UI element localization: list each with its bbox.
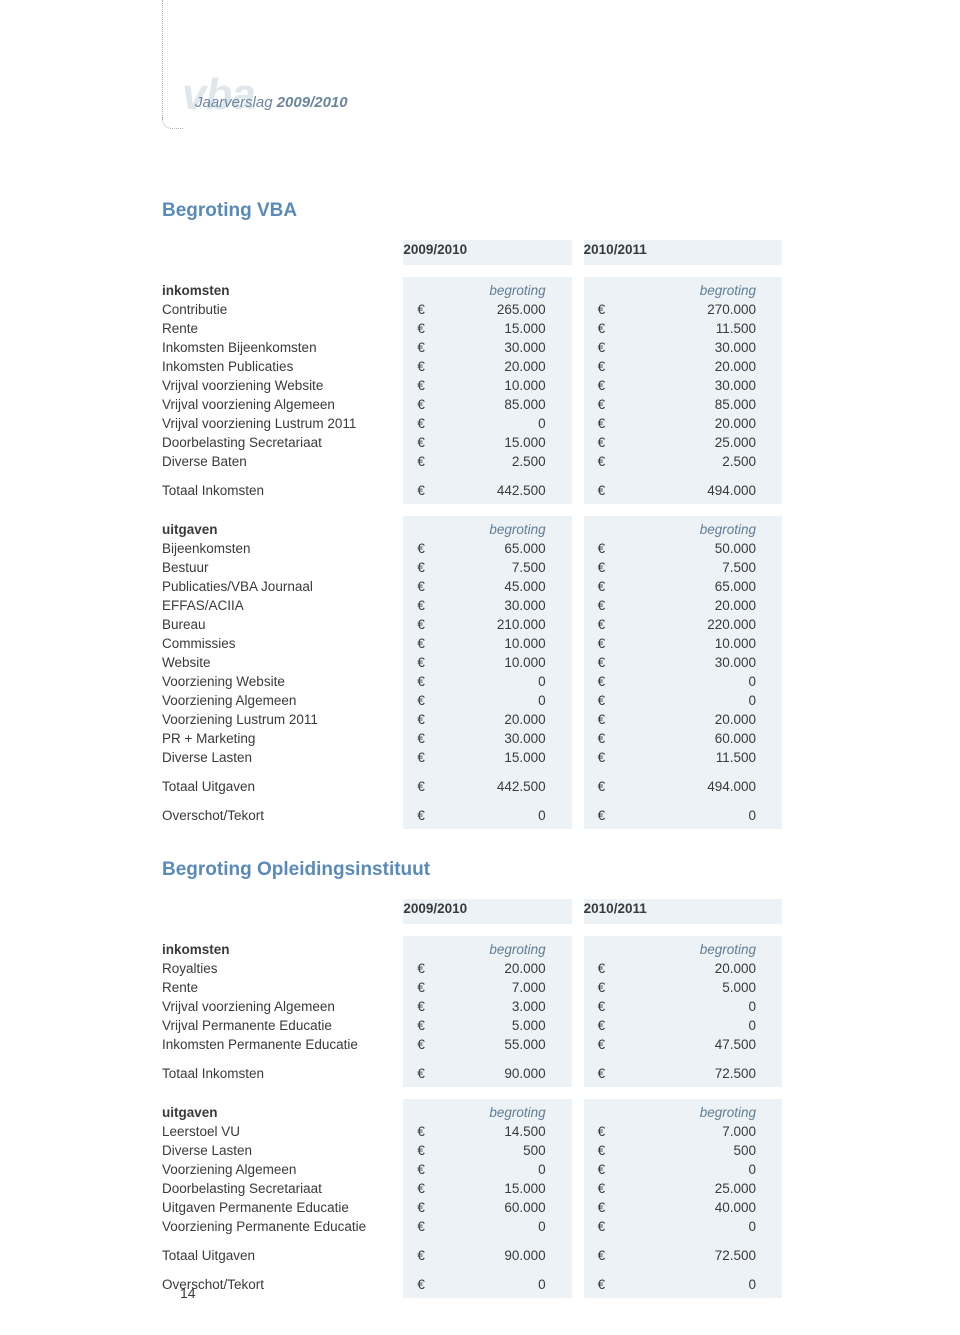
row-label: Rente xyxy=(162,978,403,997)
row-label: Vrijval voorziening Lustrum 2011 xyxy=(162,414,403,433)
row-label: Commissies xyxy=(162,634,403,653)
row-label: Publicaties/VBA Journaal xyxy=(162,577,403,596)
row-label: PR + Marketing xyxy=(162,729,403,748)
row-label: Diverse Lasten xyxy=(162,748,403,767)
row-label: Diverse Lasten xyxy=(162,1141,403,1160)
report-title: Jaarverslag 2009/2010 xyxy=(195,94,348,111)
page-content: Begroting VBA 2009/2010 2010/2011 inkoms… xyxy=(162,200,862,1298)
year-2009: 2009/2010 xyxy=(403,240,571,265)
row-label: Uitgaven Permanente Educatie xyxy=(162,1198,403,1217)
page-number: 14 xyxy=(180,1285,196,1301)
row-label: Diverse Baten xyxy=(162,452,403,471)
table-vba-uitgaven: uitgaven begroting begroting Bijeenkomst… xyxy=(162,516,782,829)
row-label: Inkomsten Bijeenkomsten xyxy=(162,338,403,357)
dotted-corner xyxy=(162,118,183,129)
row-label: Royalties xyxy=(162,959,403,978)
row-label: Leerstoel VU xyxy=(162,1122,403,1141)
row-label: Voorziening Algemeen xyxy=(162,1160,403,1179)
row-label: EFFAS/ACIIA xyxy=(162,596,403,615)
row-label: Voorziening Algemeen xyxy=(162,691,403,710)
row-label: Vrijval voorziening Website xyxy=(162,376,403,395)
row-label: Vrijval voorziening Algemeen xyxy=(162,997,403,1016)
row-label: Doorbelasting Secretariaat xyxy=(162,1179,403,1198)
table-opl-uitgaven: uitgaven begroting begroting Leerstoel V… xyxy=(162,1099,782,1298)
row-label: Bestuur xyxy=(162,558,403,577)
row-label: Rente xyxy=(162,319,403,338)
year-header-vba: 2009/2010 2010/2011 xyxy=(162,240,782,277)
row-label: Bureau xyxy=(162,615,403,634)
year-2010-opl: 2010/2011 xyxy=(584,899,782,924)
row-label: Vrijval Permanente Educatie xyxy=(162,1016,403,1035)
row-label: Inkomsten Permanente Educatie xyxy=(162,1035,403,1054)
year-header-opl: 2009/2010 2010/2011 xyxy=(162,899,782,936)
heading-begroting-vba: Begroting VBA xyxy=(162,200,862,222)
row-label: Inkomsten Publicaties xyxy=(162,357,403,376)
row-label: Vrijval voorziening Algemeen xyxy=(162,395,403,414)
dotted-line xyxy=(162,0,164,120)
row-label: Doorbelasting Secretariaat xyxy=(162,433,403,452)
row-label: Website xyxy=(162,653,403,672)
row-label: Voorziening Permanente Educatie xyxy=(162,1217,403,1236)
year-2010: 2010/2011 xyxy=(584,240,782,265)
row-label: Bijeenkomsten xyxy=(162,539,403,558)
row-label: Contributie xyxy=(162,300,403,319)
row-label: Voorziening Website xyxy=(162,672,403,691)
year-2009-opl: 2009/2010 xyxy=(403,899,571,924)
table-opl-inkomsten: inkomsten begroting begroting Royalties … xyxy=(162,936,782,1087)
row-label: Voorziening Lustrum 2011 xyxy=(162,710,403,729)
heading-begroting-opl: Begroting Opleidingsinstituut xyxy=(162,859,862,881)
table-vba-inkomsten: inkomsten begroting begroting Contributi… xyxy=(162,277,782,504)
